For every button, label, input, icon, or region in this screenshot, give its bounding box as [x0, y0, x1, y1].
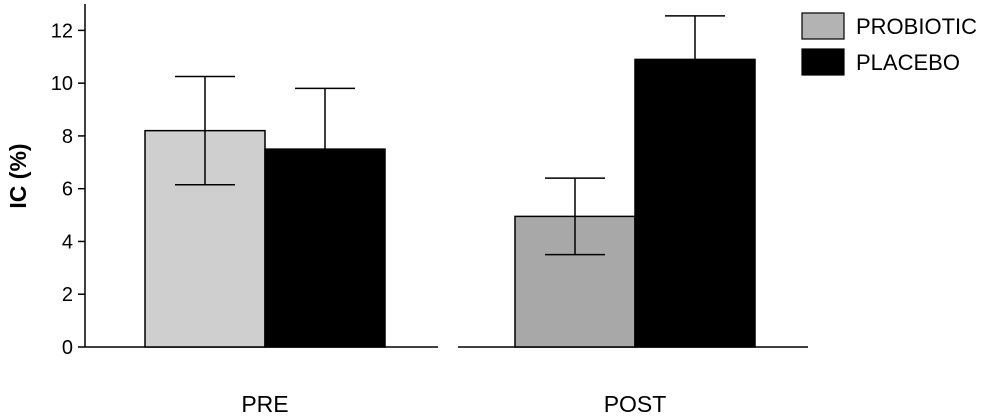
- legend-label: PLACEBO: [856, 50, 960, 75]
- legend: PROBIOTIC PLACEBO: [801, 12, 977, 76]
- y-tick-label: 2: [62, 284, 73, 306]
- legend-label: PROBIOTIC: [856, 14, 977, 39]
- bar-placebo-pre: [264, 148, 386, 348]
- bars: [144, 15, 756, 348]
- y-axis-label: IC (%): [5, 143, 31, 208]
- x-tick-label: POST: [604, 391, 667, 417]
- y-tick-label: 10: [51, 73, 73, 95]
- bar-placebo-post: [634, 58, 756, 348]
- legend-swatch: [801, 48, 845, 76]
- y-tick-label: 12: [51, 20, 73, 42]
- y-tick-label: 4: [62, 231, 73, 253]
- y-tick-label: 0: [62, 337, 73, 359]
- y-tick-label: 8: [62, 126, 73, 148]
- legend-swatch: [801, 12, 845, 40]
- y-tick-label: 6: [62, 179, 73, 201]
- x-tick-label: PRE: [241, 391, 288, 417]
- x-tick-labels: PRE POST: [241, 391, 666, 417]
